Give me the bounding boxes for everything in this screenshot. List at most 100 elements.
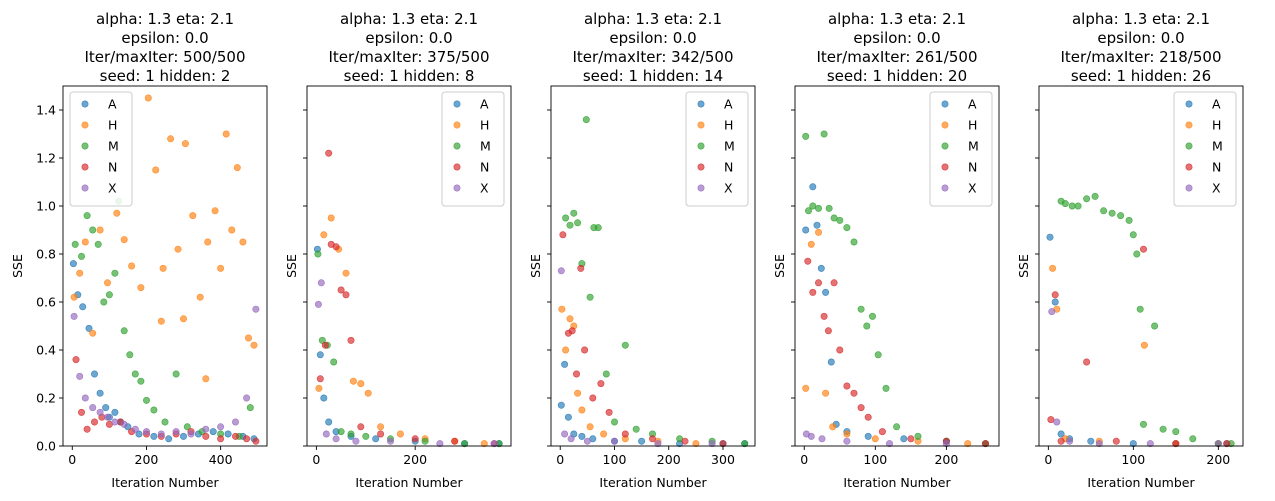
legend-label: H [108,118,117,133]
data-point-M [914,432,922,440]
data-point-A [557,401,565,409]
data-point-H [1049,264,1057,272]
data-point-A [165,435,173,443]
data-point-M [566,221,574,229]
data-point-N [1057,437,1065,445]
data-point-X [567,435,575,443]
data-point-M [94,240,102,248]
data-point-N [1140,245,1148,253]
x-tick-label: 200 [657,452,681,467]
data-point-H [807,240,815,248]
y-tick-label: 1.4 [36,103,56,118]
data-point-X [157,430,165,438]
data-point-M [570,209,578,217]
legend-marker-M [1185,142,1193,150]
data-point-X [322,430,330,438]
data-point-M [183,423,191,431]
legend-label: X [108,181,117,196]
data-point-N [252,437,260,445]
legend-marker-N [697,163,705,171]
data-point-A [372,435,380,443]
data-point-A [316,351,324,359]
data-point-X [111,418,119,426]
data-point-X [202,425,210,433]
data-point-X [561,430,569,438]
data-point-H [357,380,365,388]
data-point-A [91,370,99,378]
data-point-M [1136,305,1144,313]
data-point-X [386,437,394,445]
data-point-X [120,420,128,428]
x-tick-label: 100 [603,452,627,467]
legend-label: N [968,160,977,175]
data-point-M [874,351,882,359]
legend-marker-A [697,100,705,108]
data-point-X [243,394,251,402]
data-point-H [81,238,89,246]
data-point-M [100,298,108,306]
data-point-A [96,389,104,397]
data-point-N [820,312,828,320]
data-point-X [143,428,151,436]
data-point-N [332,243,340,251]
legend-label: N [480,160,489,175]
data-point-A [1051,298,1059,306]
data-point-H [239,238,247,246]
data-point-M [814,204,822,212]
data-point-H [802,384,810,392]
data-point-N [1223,440,1231,448]
data-point-N [681,437,689,445]
legend-label: M [968,139,979,154]
data-point-H [159,264,167,272]
data-point-H [113,209,121,217]
data-point-M [1151,322,1159,330]
data-point-A [111,408,119,416]
data-point-N [621,430,629,438]
data-point-H [349,377,357,385]
data-point-M [868,312,876,320]
subplot-title-line: epsilon: 0.0 [1097,29,1184,47]
legend-label: A [968,97,977,112]
legend-label: A [108,97,117,112]
data-point-M [137,377,145,385]
data-point-M [843,224,851,232]
data-point-H [600,430,608,438]
subplot-title-line: seed: 1 hidden: 26 [1071,67,1211,85]
data-point-H [228,226,236,234]
data-point-H [822,389,830,397]
data-point-N [202,432,210,440]
data-point-M [1189,435,1197,443]
data-point-X [1146,440,1154,448]
data-point-N [347,336,355,344]
subplot-title-line: Iter/maxIter: 218/500 [1060,48,1221,66]
data-point-A [1087,437,1095,445]
subplot-title-line: seed: 1 hidden: 14 [583,67,723,85]
data-point-X [104,413,112,421]
data-point-H [1140,341,1148,349]
data-point-N [572,370,580,378]
legend-box [1173,91,1237,207]
data-point-H [189,212,197,220]
data-point-X [610,437,618,445]
legend-label: N [724,160,733,175]
x-tick-label: 0 [1044,452,1052,467]
data-point-N [843,382,851,390]
legend-marker-X [697,184,705,192]
data-point-X [352,437,360,445]
data-point-A [69,260,77,268]
data-point-M [362,432,370,440]
data-point-N [836,346,844,354]
data-point-A [864,432,872,440]
points-group [69,94,260,445]
data-point-M [1074,202,1082,210]
data-point-H [250,341,258,349]
legend-label: M [724,139,735,154]
data-point-A [135,430,143,438]
y-axis-label: SSE [1016,254,1031,278]
x-tick-label: 200 [403,452,427,467]
data-point-M [836,216,844,224]
data-point-H [104,279,112,287]
y-axis-label: SSE [528,254,543,278]
points-group [802,130,989,448]
